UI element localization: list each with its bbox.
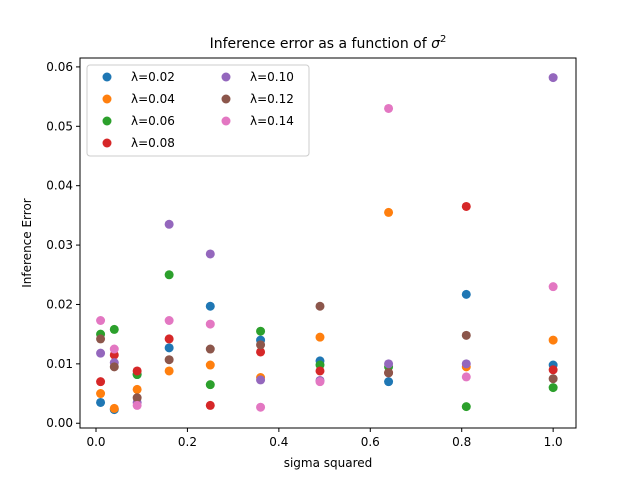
y-tick-label: 0.04 (46, 179, 73, 193)
legend-label: λ=0.14 (250, 114, 294, 128)
legend-box (86, 64, 310, 157)
legend-marker (102, 94, 112, 104)
data-point (315, 377, 325, 387)
data-point (548, 374, 558, 384)
data-point (132, 400, 142, 410)
x-tick-label: 0.6 (361, 435, 380, 449)
data-point (205, 319, 215, 329)
data-point (205, 400, 215, 410)
data-point (461, 201, 471, 211)
data-point (132, 393, 142, 403)
data-point (205, 380, 215, 390)
y-axis-label: Inference Error (20, 198, 34, 288)
x-tick-label: 0.8 (452, 435, 471, 449)
data-point (315, 332, 325, 342)
data-point (461, 289, 471, 299)
data-point (256, 347, 266, 357)
y-tick-label: 0.00 (46, 416, 73, 430)
legend-label: λ=0.04 (131, 92, 175, 106)
data-point (164, 219, 174, 229)
data-point (164, 270, 174, 280)
data-point (96, 316, 106, 326)
legend-label: λ=0.12 (250, 92, 294, 106)
data-point (384, 359, 394, 369)
data-point (315, 366, 325, 376)
data-point (109, 403, 119, 413)
data-point (256, 375, 266, 385)
data-point (205, 344, 215, 354)
chart-title: Inference error as a function of σ2 (210, 34, 447, 52)
data-point (96, 334, 106, 344)
legend-marker (221, 94, 231, 104)
data-point (96, 377, 106, 387)
data-point (384, 207, 394, 217)
data-points (96, 73, 558, 415)
data-point (96, 348, 106, 358)
x-axis-label: sigma squared (284, 456, 373, 470)
data-point (461, 330, 471, 340)
legend-label: λ=0.02 (131, 70, 175, 84)
data-point (384, 368, 394, 378)
data-point (548, 73, 558, 83)
data-point (109, 324, 119, 334)
data-point (256, 340, 266, 350)
data-point (132, 384, 142, 394)
y-tick-label: 0.01 (46, 357, 73, 371)
data-point (548, 282, 558, 292)
x-tick-label: 0.0 (86, 435, 105, 449)
data-point (461, 402, 471, 412)
legend-marker (221, 116, 231, 126)
legend-marker (102, 116, 112, 126)
axes-frame (79, 57, 577, 429)
data-point (164, 355, 174, 365)
legend-marker (102, 72, 112, 82)
data-point (548, 365, 558, 375)
data-point (461, 359, 471, 369)
y-tick-label: 0.03 (46, 238, 73, 252)
data-point (256, 326, 266, 336)
data-point (164, 316, 174, 326)
data-point (384, 377, 394, 387)
legend: λ=0.02 λ=0.04 λ=0.06 λ=0.08 λ=0.10 λ=0.12 λ=0.… (86, 64, 310, 157)
data-point (132, 366, 142, 376)
legend-marker (102, 138, 112, 148)
x-tick-label: 0.4 (269, 435, 288, 449)
x-tick-label: 1.0 (544, 435, 563, 449)
data-point (96, 397, 106, 407)
y-tick-label: 0.05 (46, 119, 73, 133)
y-tick-label: 0.02 (46, 297, 73, 311)
data-point (164, 334, 174, 344)
legend-marker (221, 72, 231, 82)
y-tick-label: 0.06 (46, 60, 73, 74)
data-point (109, 344, 119, 354)
data-point (109, 362, 119, 372)
data-point (164, 366, 174, 376)
x-tick-label: 0.2 (178, 435, 197, 449)
data-point (256, 402, 266, 412)
data-point (548, 383, 558, 393)
data-point (384, 103, 394, 113)
legend-label: λ=0.06 (131, 114, 175, 128)
x-axis-ticks: 0.0 0.2 0.4 0.6 0.8 1.0 (86, 428, 563, 449)
data-point (548, 335, 558, 345)
y-axis-ticks: 0.00 0.01 0.02 0.03 0.04 0.05 0.06 (46, 60, 80, 430)
data-point (315, 301, 325, 311)
data-point (461, 372, 471, 382)
data-point (205, 249, 215, 259)
data-point (96, 389, 106, 399)
data-point (164, 343, 174, 353)
legend-label: λ=0.10 (250, 70, 294, 84)
legend-items: λ=0.02 λ=0.04 λ=0.06 λ=0.08 λ=0.10 λ=0.12 λ=0.… (102, 70, 294, 150)
data-point (205, 301, 215, 311)
legend-label: λ=0.08 (131, 136, 175, 150)
data-point (205, 360, 215, 370)
